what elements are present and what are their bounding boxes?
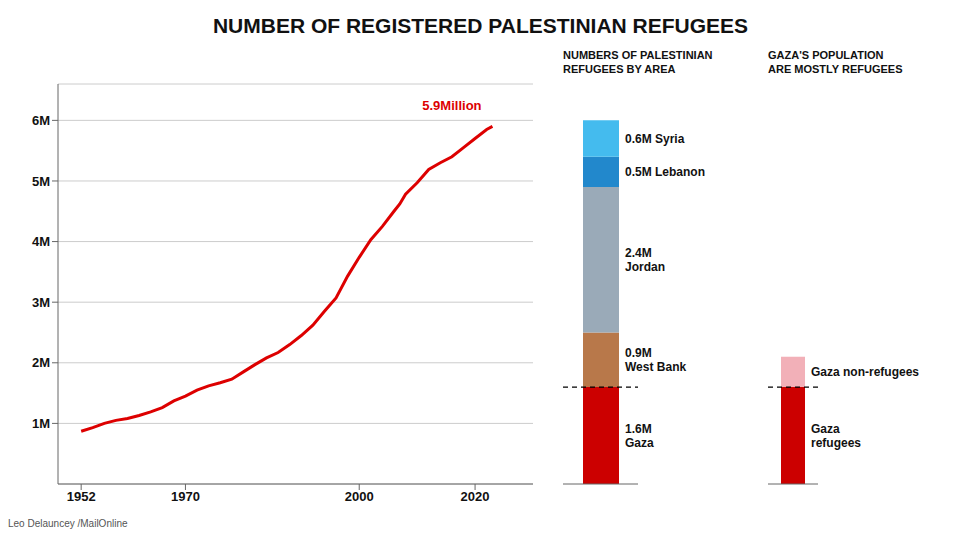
svg-text:0.9MWest Bank: 0.9MWest Bank — [625, 346, 686, 374]
svg-text:Gaza non-refugees: Gaza non-refugees — [811, 365, 919, 379]
html-text:GAZA'S POPULATION ARE MOSTLY R: GAZA'S POPULATION ARE MOSTLY REFUGEES — [768, 49, 903, 75]
svg-text:3M: 3M — [32, 295, 50, 310]
svg-text:1970: 1970 — [171, 489, 200, 504]
html-text:Leo Delauncey /MailOnline: Leo Delauncey /MailOnline — [8, 518, 128, 529]
svg-text:1952: 1952 — [67, 489, 96, 504]
svg-text:0.6M Syria: 0.6M Syria — [625, 132, 685, 146]
svg-text:5M: 5M — [32, 174, 50, 189]
svg-text:Gazarefugees: Gazarefugees — [811, 422, 861, 450]
html-text:NUMBER OF REGISTERED PALESTINI: NUMBER OF REGISTERED PALESTINIAN REFUGEE… — [212, 14, 749, 37]
svg-text:2000: 2000 — [345, 489, 374, 504]
svg-text:2.4MJordan: 2.4MJordan — [625, 246, 665, 274]
svg-text:2M: 2M — [32, 355, 50, 370]
svg-text:0.5M Lebanon: 0.5M Lebanon — [625, 165, 705, 179]
svg-text:5.9Million: 5.9Million — [422, 98, 481, 113]
svg-text:1.6MGaza: 1.6MGaza — [625, 422, 654, 450]
svg-text:1M: 1M — [32, 416, 50, 431]
svg-text:2020: 2020 — [461, 489, 490, 504]
html-text:NUMBERS OF PALESTINIAN REFUGEE: NUMBERS OF PALESTINIAN REFUGEES BY AREA — [563, 49, 713, 75]
svg-text:6M: 6M — [32, 113, 50, 128]
svg-text:4M: 4M — [32, 234, 50, 249]
